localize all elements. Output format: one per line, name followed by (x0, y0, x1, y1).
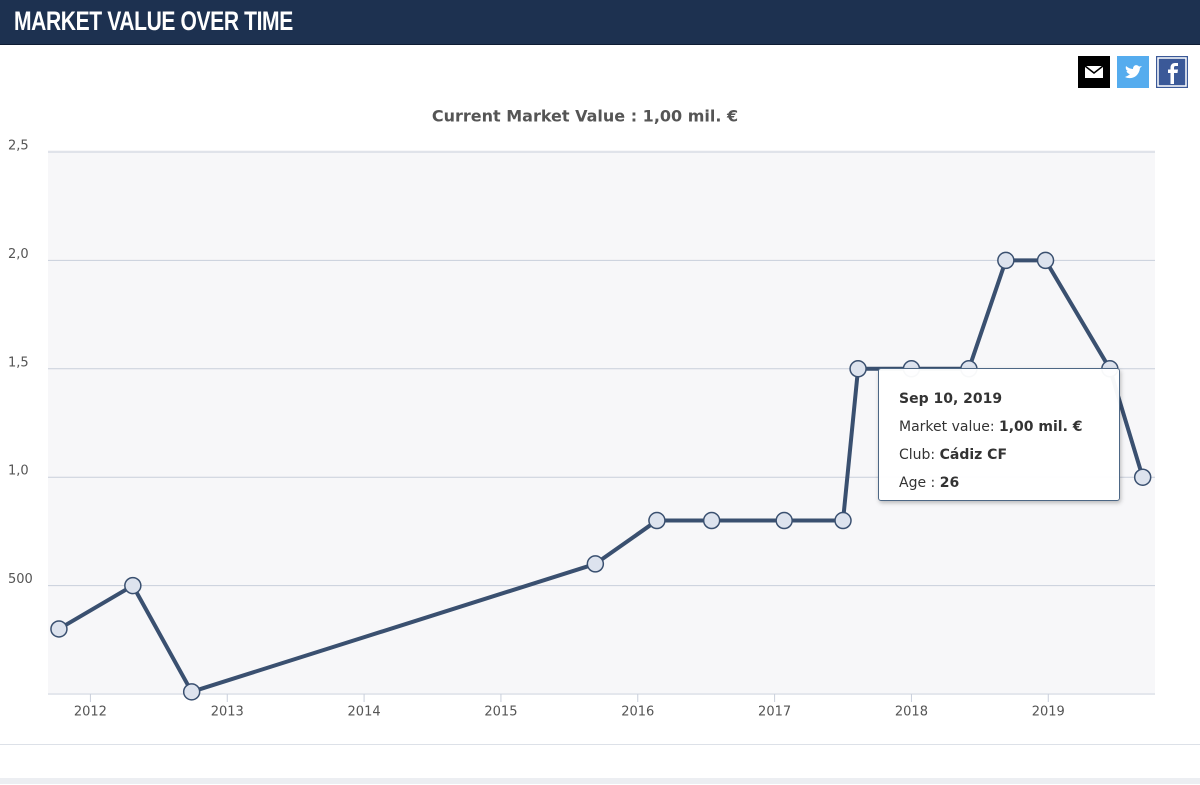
x-tick-label: 2014 (348, 705, 381, 720)
x-tick-label: 2018 (895, 705, 928, 720)
y-tick-label: 2,0 (8, 247, 29, 262)
y-tick-label: 1,5 (8, 355, 29, 370)
club-marker (849, 360, 867, 378)
tooltip-value: 1,00 mil. € (999, 419, 1083, 435)
footer-strip (0, 778, 1200, 784)
tooltip-club: Cádiz CF (939, 447, 1008, 463)
y-tick-label: 2,5 (8, 139, 29, 154)
x-tick-label: 2012 (74, 705, 107, 720)
header-title: MARKET VALUE OVER TIME (14, 6, 293, 36)
header-bar: MARKET VALUE OVER TIME (0, 0, 1200, 45)
club-marker (50, 620, 68, 638)
tooltip-label: Club: (899, 447, 936, 463)
y-tick-label: 1,0 (8, 464, 29, 479)
tooltip: Sep 10, 2019 Market value: 1,00 mil. € C… (878, 368, 1120, 501)
tooltip-sep: : (930, 475, 936, 491)
tooltip-date: Sep 10, 2019 (899, 391, 1003, 407)
club-marker (702, 511, 721, 530)
club-marker (124, 576, 142, 595)
club-marker (182, 683, 201, 701)
x-tick-label: 2019 (1032, 705, 1065, 720)
club-marker (997, 251, 1015, 270)
club-marker (1133, 468, 1152, 486)
club-marker (586, 555, 605, 573)
twitter-button[interactable] (1117, 56, 1149, 88)
tooltip-age: 26 (939, 475, 960, 491)
tooltip-label: Age (899, 475, 927, 491)
y-tick-label: 500 (8, 572, 33, 587)
x-tick-label: 2016 (621, 705, 654, 720)
x-tick-label: 2015 (484, 705, 517, 720)
facebook-button[interactable] (1156, 56, 1188, 88)
x-tick-label: 2017 (758, 705, 791, 720)
chart-title: Current Market Value : 1,00 mil. € (432, 107, 738, 126)
email-button[interactable] (1078, 56, 1110, 88)
x-tick-label: 2013 (211, 705, 244, 720)
club-marker (775, 511, 793, 530)
club-marker (834, 511, 852, 530)
tooltip-label: Market value: (899, 419, 995, 435)
club-marker (648, 511, 666, 530)
club-marker (1036, 251, 1055, 270)
